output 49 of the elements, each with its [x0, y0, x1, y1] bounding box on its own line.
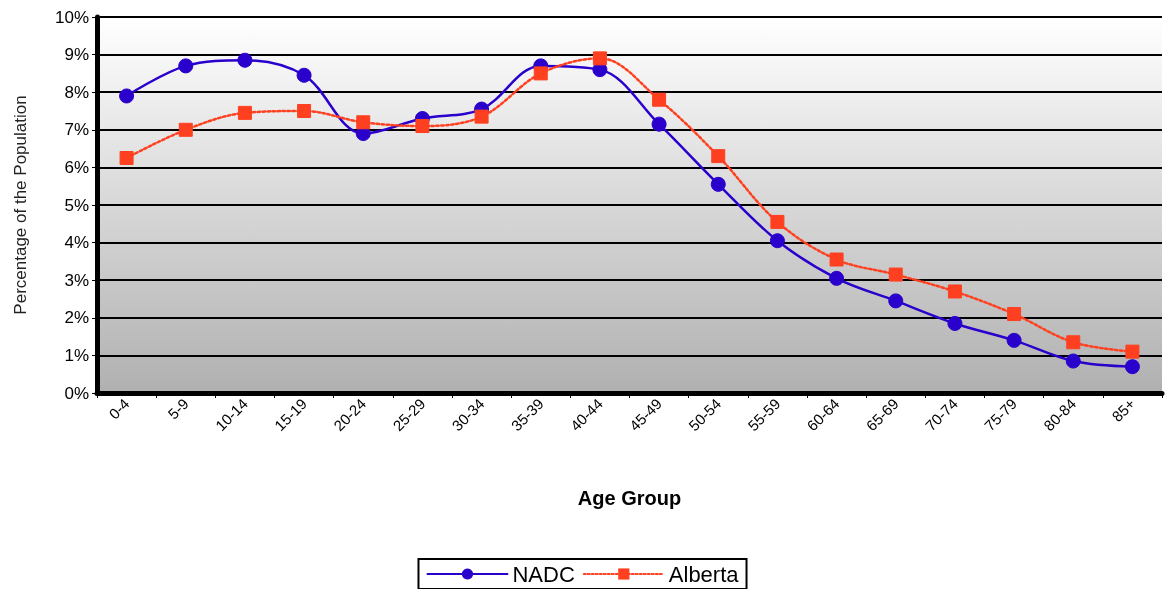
y-tick-label: 3% [64, 270, 89, 290]
y-tick-label: 0% [64, 383, 89, 403]
point [651, 116, 667, 132]
point [829, 270, 845, 286]
point [652, 92, 667, 107]
point [356, 115, 371, 130]
y-tick-label: 1% [64, 345, 89, 365]
point [178, 58, 194, 74]
point [710, 176, 726, 192]
point [474, 109, 489, 124]
point [1006, 332, 1022, 348]
point [947, 284, 962, 299]
point [119, 88, 135, 104]
point [1124, 359, 1140, 375]
point [1065, 353, 1081, 369]
legend-label: Alberta [668, 561, 740, 587]
y-tick-label: 6% [64, 157, 89, 177]
x-tick-label: 0-4 [105, 394, 133, 423]
point [296, 67, 312, 83]
y-tick-label: 5% [64, 195, 89, 215]
y-tick-label: 7% [64, 120, 89, 140]
x-tick-label: 85+ [1108, 394, 1139, 425]
point [237, 52, 253, 68]
point [888, 267, 903, 282]
point [770, 214, 785, 229]
x-tick-label: 5-9 [164, 394, 192, 423]
point [1066, 335, 1081, 350]
point [1125, 344, 1140, 359]
point [592, 51, 607, 66]
point [769, 233, 785, 249]
point [947, 315, 963, 331]
y-tick-label: 4% [64, 233, 89, 253]
point [711, 149, 726, 164]
y-tick-label: 8% [64, 82, 89, 102]
point [237, 105, 252, 120]
y-tick-label: 10% [54, 7, 89, 27]
y-tick-label: 9% [64, 45, 89, 65]
point [119, 151, 134, 165]
point [829, 252, 844, 267]
legend-label: NADC [512, 561, 575, 587]
point [415, 119, 430, 134]
y-axis-title: Percentage of the Population [11, 95, 30, 315]
y-tick-label: 2% [64, 308, 89, 328]
point [1007, 307, 1022, 322]
point [178, 122, 193, 137]
x-axis-title: Age Group [577, 487, 682, 509]
point [297, 104, 312, 118]
point [888, 293, 904, 309]
point [533, 66, 548, 81]
